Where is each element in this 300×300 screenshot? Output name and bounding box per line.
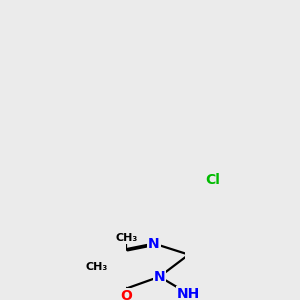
Text: N: N: [148, 237, 160, 250]
Text: N: N: [154, 270, 165, 284]
Text: O: O: [121, 289, 132, 300]
Text: CH₃: CH₃: [85, 262, 108, 272]
Text: NH: NH: [177, 287, 200, 300]
Text: CH₃: CH₃: [115, 233, 137, 243]
Text: Cl: Cl: [205, 173, 220, 187]
